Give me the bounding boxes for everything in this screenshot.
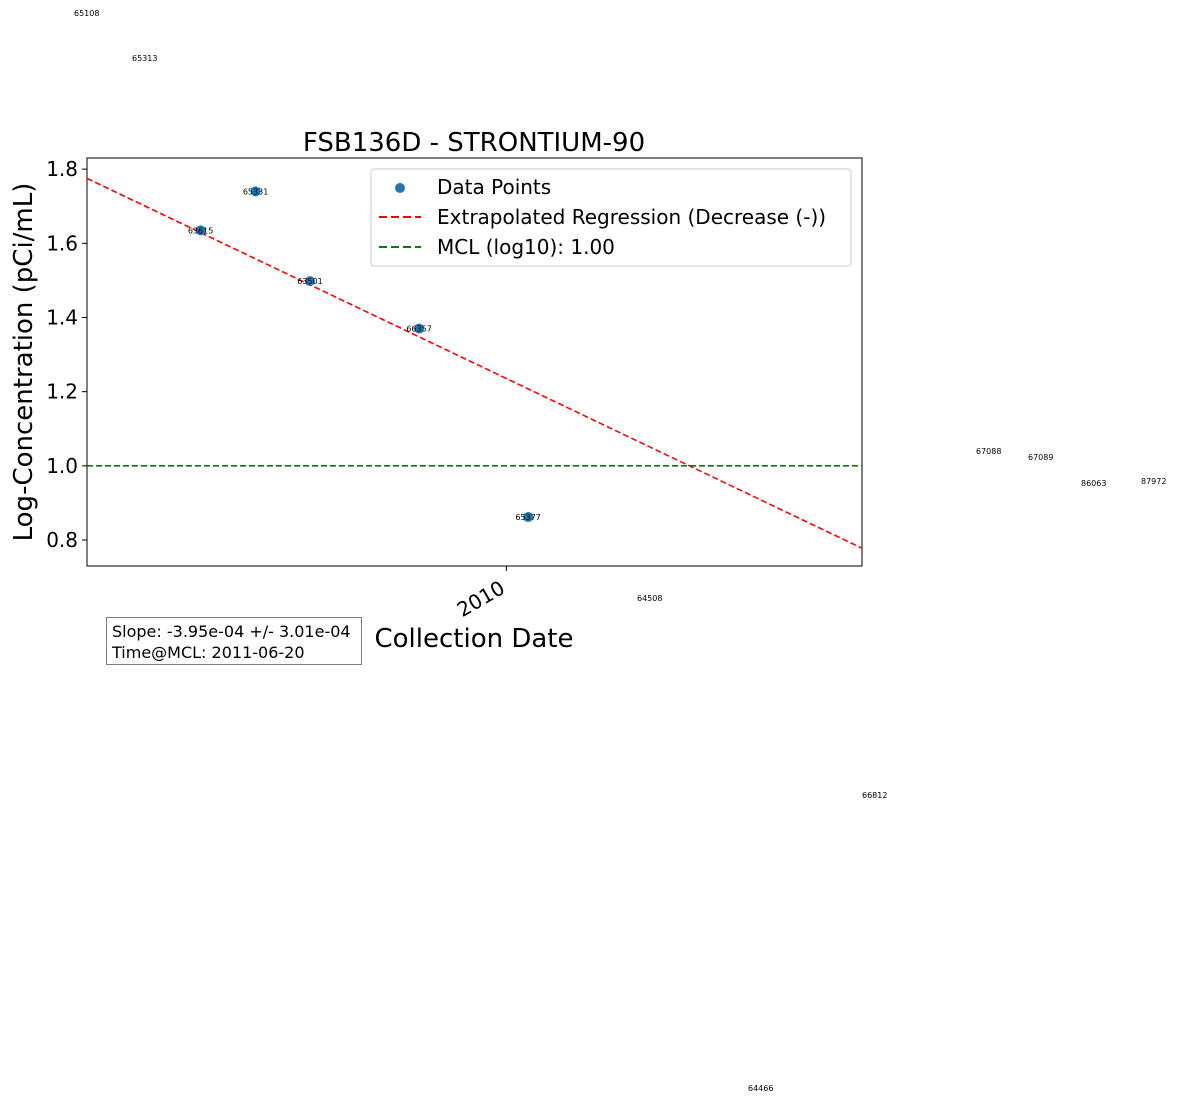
x-axis-label: Collection Date xyxy=(374,624,573,654)
x-ticks: 2010 xyxy=(453,566,509,622)
data-point xyxy=(304,276,315,287)
legend-label-data-points: Data Points xyxy=(437,175,551,199)
data-point-label: 63501 xyxy=(297,277,322,286)
chart-title: FSB136D - STRONTIUM-90 xyxy=(303,128,645,158)
y-tick-label: 1.8 xyxy=(46,157,78,181)
data-point-label: 65331 xyxy=(243,187,268,196)
y-tick-label: 1.0 xyxy=(46,454,78,478)
y-ticks: 0.8 1.0 1.2 1.4 1.6 1.8 xyxy=(46,157,87,552)
stray-label: 65313 xyxy=(132,54,158,63)
x-tick-label: 2010 xyxy=(453,576,509,622)
y-tick-label: 1.6 xyxy=(46,231,78,255)
point-labels: 63615 65331 63501 66357 65377 xyxy=(188,187,541,522)
legend-marker-data-points xyxy=(395,183,405,193)
legend-frame xyxy=(370,168,852,267)
stray-label: 65108 xyxy=(74,9,100,18)
stray-label: 64508 xyxy=(637,594,663,603)
data-point xyxy=(195,225,206,236)
y-tick-label: 0.8 xyxy=(46,528,78,552)
time-at-mcl-text: Time@MCL: 2011-06-20 xyxy=(112,643,305,662)
regression-line xyxy=(86,177,863,549)
stray-label: 86063 xyxy=(1081,479,1107,488)
stray-label: 87972 xyxy=(1141,477,1167,486)
y-axis-label: Log-Concentration (pCi/mL) xyxy=(9,183,39,542)
stray-label: 64466 xyxy=(748,1084,774,1093)
plot-area xyxy=(86,157,863,567)
legend-label-regression: Extrapolated Regression (Decrease (-)) xyxy=(437,205,826,229)
data-points xyxy=(195,186,534,523)
data-point xyxy=(250,186,261,197)
series-lines xyxy=(86,177,863,549)
y-tick-label: 1.2 xyxy=(46,380,78,404)
data-point-label: 65377 xyxy=(515,513,540,522)
plot-frame xyxy=(86,157,863,567)
stats-box: Slope: -3.95e-04 +/- 3.01e-04 Time@MCL: … xyxy=(106,617,362,665)
data-point-label: 63615 xyxy=(188,226,213,235)
stray-label: 67089 xyxy=(1028,453,1054,462)
y-tick-label: 1.4 xyxy=(46,305,78,329)
stray-label: 66812 xyxy=(862,791,888,800)
slope-text: Slope: -3.95e-04 +/- 3.01e-04 xyxy=(112,622,351,641)
data-point-label: 66357 xyxy=(406,325,431,334)
data-point xyxy=(523,512,534,523)
legend: Data Points Extrapolated Regression (Dec… xyxy=(370,168,852,267)
stray-label: 67088 xyxy=(976,447,1002,456)
data-point xyxy=(414,323,425,334)
legend-label-mcl: MCL (log10): 1.00 xyxy=(437,235,615,259)
